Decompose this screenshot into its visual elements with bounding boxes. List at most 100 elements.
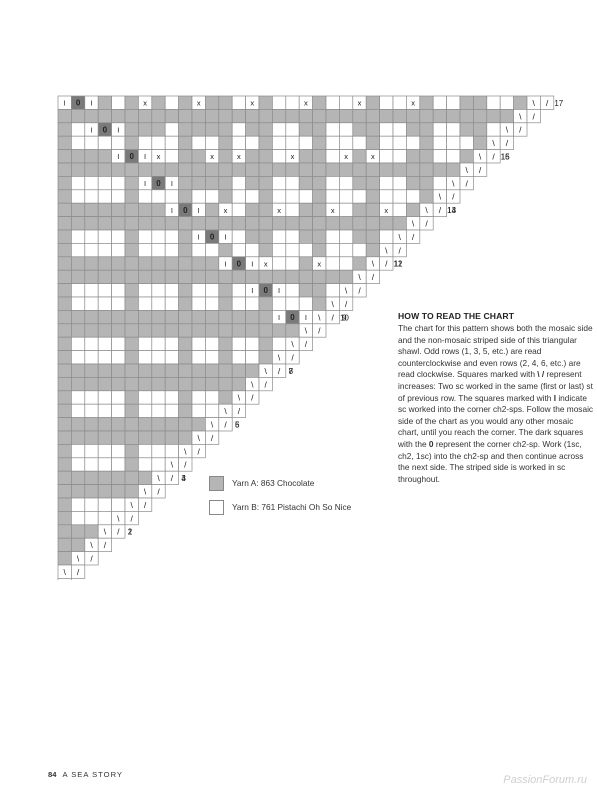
chart-cell <box>406 189 421 204</box>
chart-cell <box>205 323 220 338</box>
chart-cell <box>124 470 139 485</box>
chart-symbol: I <box>224 259 226 268</box>
chart-cell <box>151 444 166 459</box>
chart-cell <box>459 149 474 164</box>
chart-cell <box>245 122 260 137</box>
row-number: 4 <box>181 474 186 483</box>
chart-cell <box>97 350 112 365</box>
chart-cell <box>164 269 179 284</box>
increase-cell <box>124 511 139 526</box>
chart-cell <box>84 310 99 325</box>
chart-cell <box>84 511 99 526</box>
increase-cell <box>352 283 367 298</box>
chart-cell <box>57 189 72 204</box>
increase-cell <box>164 470 179 485</box>
chart-symbol: x <box>291 152 295 161</box>
increase-cell <box>178 457 193 472</box>
chart-cell <box>178 296 193 311</box>
chart-cell <box>138 470 153 485</box>
increase-symbol: \ / <box>537 369 545 380</box>
chart-cell <box>191 363 206 378</box>
chart-cell <box>178 269 193 284</box>
legend-label-yarn-b: Yarn B: 761 Pistachi Oh So Nice <box>232 502 352 512</box>
chart-symbol: I <box>144 152 146 161</box>
chart-cell <box>138 256 153 271</box>
increase-symbol: / <box>198 446 201 456</box>
chart-cell <box>285 202 300 217</box>
chart-cell <box>84 162 99 177</box>
chart-cell <box>218 135 233 150</box>
chart-cell <box>205 269 220 284</box>
increase-symbol: / <box>452 192 455 202</box>
chart-cell <box>164 377 179 392</box>
chart-cell <box>138 377 153 392</box>
chart-cell <box>312 283 327 298</box>
chart-cell <box>124 189 139 204</box>
chart-cell <box>272 176 287 191</box>
chart-cell <box>272 135 287 150</box>
chart-cell <box>178 390 193 405</box>
chart-cell <box>218 350 233 365</box>
chart-cell <box>513 95 528 110</box>
increase-symbol: / <box>506 138 509 148</box>
chart-cell <box>57 511 72 526</box>
chart-cell <box>151 403 166 418</box>
chart-cell <box>446 122 461 137</box>
chart-cell <box>178 336 193 351</box>
chart-cell <box>151 122 166 137</box>
chart-cell <box>285 122 300 137</box>
increase-symbol: / <box>131 513 134 523</box>
chart-cell <box>285 256 300 271</box>
increase-cell <box>526 109 541 124</box>
chart-cell <box>231 202 246 217</box>
chart-cell <box>84 444 99 459</box>
chart-cell <box>406 202 421 217</box>
increase-symbol: / <box>184 460 187 470</box>
chart-cell <box>191 162 206 177</box>
chart-cell <box>124 444 139 459</box>
increase-symbol: \ <box>64 567 67 577</box>
chart-cell <box>298 149 313 164</box>
chart-cell <box>57 283 72 298</box>
chart-cell <box>205 377 220 392</box>
increase-symbol: / <box>358 286 361 296</box>
chart-cell <box>218 269 233 284</box>
chart-cell <box>71 524 86 539</box>
chart-cell <box>258 216 273 231</box>
chart-cell <box>365 95 380 110</box>
increase-symbol: / <box>492 152 495 162</box>
chart-cell <box>57 417 72 432</box>
chart-cell <box>151 243 166 258</box>
chart-cell <box>71 189 86 204</box>
chart-cell <box>298 296 313 311</box>
chart-symbol: 0 <box>237 259 242 268</box>
chart-cell <box>392 122 407 137</box>
chart-cell <box>258 176 273 191</box>
watermark: PassionForum.ru <box>503 774 587 786</box>
increase-symbol: \ <box>412 219 415 229</box>
increase-cell <box>111 524 126 539</box>
increase-cell <box>406 229 421 244</box>
how-to-read-body: The chart for this pattern shows both th… <box>398 323 594 485</box>
chart-cell <box>258 336 273 351</box>
increase-symbol: / <box>519 125 522 135</box>
chart-cell <box>97 283 112 298</box>
chart-cell <box>312 189 327 204</box>
row-number: 2 <box>128 528 133 537</box>
chart-symbol: x <box>371 152 375 161</box>
chart-cell <box>111 417 126 432</box>
chart-cell <box>178 135 193 150</box>
chart-cell <box>218 189 233 204</box>
chart-cell <box>272 122 287 137</box>
increase-symbol: / <box>466 178 469 188</box>
chart-cell <box>325 149 340 164</box>
increase-symbol: / <box>144 500 147 510</box>
increase-symbol: / <box>224 420 227 430</box>
how-text-4: represent the corner ch2-sp. Work (1sc, … <box>398 438 584 484</box>
chart-cell <box>124 403 139 418</box>
chart-cell <box>111 497 126 512</box>
chart-cell <box>97 390 112 405</box>
increase-cell <box>138 497 153 512</box>
chart-cell <box>446 162 461 177</box>
